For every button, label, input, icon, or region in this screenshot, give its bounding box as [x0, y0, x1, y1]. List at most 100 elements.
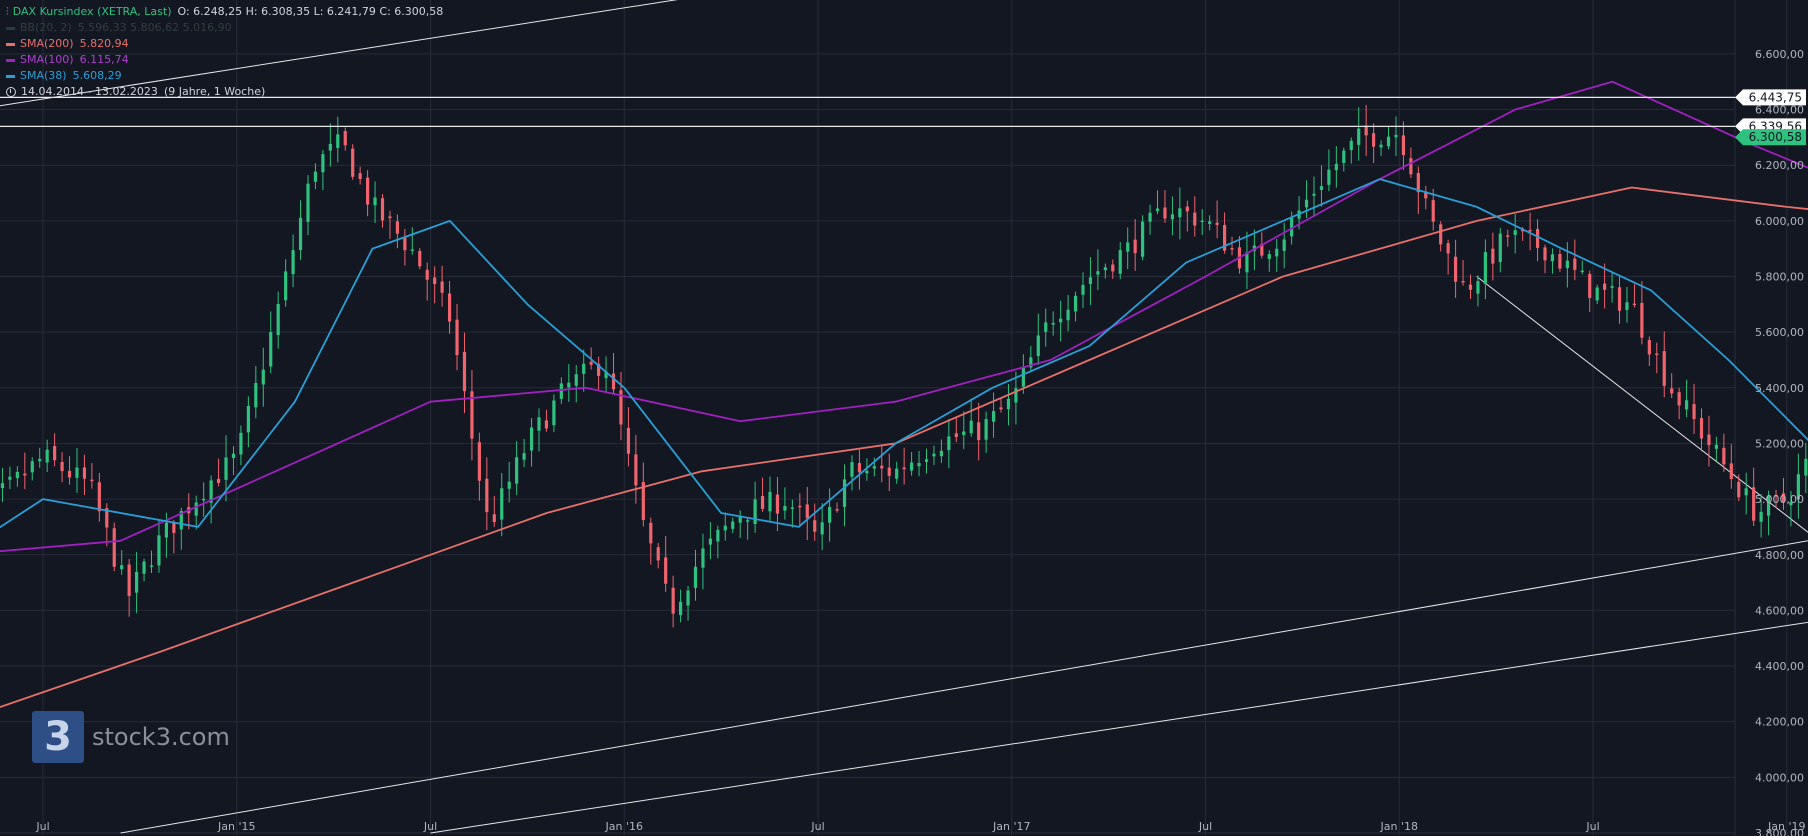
candle-body: [768, 491, 772, 512]
y-tick-label: 6.000,00: [1755, 215, 1804, 228]
candle-body: [947, 436, 951, 451]
indicator-label: SMA(200): [20, 37, 74, 50]
candle-body: [1141, 221, 1145, 257]
candle-body: [1677, 392, 1681, 406]
legend-item-sma100[interactable]: SMA(100) 6.115,74: [6, 52, 443, 68]
candle-body: [1796, 474, 1800, 500]
candle-body: [500, 488, 504, 520]
candle-body: [60, 462, 64, 472]
candle-body: [1707, 434, 1711, 446]
candle-body: [1468, 284, 1473, 290]
candle-body: [559, 383, 563, 399]
candle-body: [1766, 495, 1771, 516]
candle-body: [1588, 273, 1592, 298]
candle-body: [1319, 186, 1324, 190]
candle-body: [716, 529, 720, 542]
y-tick-label: 5.200,00: [1755, 437, 1804, 450]
candle-body: [30, 461, 34, 473]
x-tick-label: Jan '15: [217, 820, 255, 833]
candle-body: [306, 183, 310, 222]
candle-body: [701, 548, 705, 568]
candle-body: [1744, 488, 1748, 496]
clock-icon: [6, 87, 16, 97]
candle-body: [1051, 322, 1055, 325]
candle-body: [1729, 463, 1733, 480]
logo-name: stock3.com: [92, 723, 230, 751]
candle-body: [1491, 248, 1495, 264]
candle-body: [1528, 229, 1532, 232]
candle-body: [1521, 229, 1525, 232]
candle-body: [708, 538, 712, 545]
candle-body: [134, 571, 139, 593]
candle-body: [23, 473, 27, 476]
candle-body: [194, 502, 198, 516]
candle-body: [120, 565, 124, 570]
candle-body: [1550, 254, 1555, 262]
candle-body: [1312, 193, 1316, 196]
indicator-value: 5.596,33 5.806,62 5.016,90: [77, 21, 232, 34]
candle-body: [1155, 208, 1160, 212]
candle-body: [1498, 233, 1502, 262]
candle-body: [924, 459, 929, 462]
candle-body: [380, 198, 385, 221]
legend-item-sma38[interactable]: SMA(38) 5.608,29: [6, 68, 443, 84]
candle-body: [909, 462, 914, 471]
x-tick-label: Jul: [423, 820, 437, 833]
candle-body: [783, 506, 787, 511]
candle-body: [1535, 229, 1540, 248]
candle-body: [425, 269, 429, 280]
candle-body: [216, 478, 221, 483]
legend-item-sma200[interactable]: SMA(200) 5.820,94: [6, 36, 443, 52]
moving-averages: [0, 80, 1808, 709]
candle-body: [455, 319, 459, 356]
candle-body: [388, 216, 392, 219]
candle-body: [1133, 239, 1137, 254]
candle-body: [1193, 212, 1197, 226]
candle-body: [999, 407, 1003, 410]
candle-body: [1342, 150, 1346, 163]
candle-body: [1245, 252, 1249, 273]
candle-body: [917, 463, 921, 467]
legend-item-bb[interactable]: BB(20, 2) 5.596,33 5.806,62 5.016,90: [6, 20, 443, 36]
sma200-line: [0, 186, 1808, 709]
candle-body: [477, 442, 481, 481]
x-tick-label: Jul: [35, 820, 49, 833]
candle-body: [1774, 494, 1778, 497]
x-tick-label: Jan '16: [605, 820, 643, 833]
candle-body: [1640, 303, 1644, 338]
candle-body: [1044, 322, 1048, 332]
candle-body: [842, 479, 847, 507]
candle-body: [611, 373, 616, 390]
candle-icon: ⫶: [6, 5, 9, 18]
candle-body: [321, 154, 325, 173]
y-tick-label: 4.600,00: [1755, 604, 1804, 617]
candle-body: [1804, 458, 1808, 476]
legend-date-range[interactable]: 14.04.2014 - 13.02.2023 (9 Jahre, 1 Woch…: [6, 84, 443, 100]
candle-body: [1081, 284, 1085, 295]
candle-body: [731, 521, 735, 529]
candle-body: [641, 482, 645, 520]
candle-body: [1431, 200, 1435, 222]
candle-body: [1647, 340, 1651, 355]
candle-body: [895, 468, 899, 479]
candle-body: [492, 514, 496, 523]
x-tick-label: Jul: [1585, 820, 1599, 833]
candle-body: [932, 453, 936, 457]
candle-body: [902, 467, 906, 470]
candle-body: [813, 520, 817, 532]
x-tick-label: Jul: [810, 820, 824, 833]
candle-body: [433, 277, 437, 284]
candle-body: [746, 520, 750, 522]
candle-body: [835, 509, 839, 511]
candle-body: [172, 522, 176, 533]
candle-body: [604, 371, 608, 379]
y-tick-label: 6.400,00: [1755, 104, 1804, 117]
trend-line: [1476, 276, 1808, 533]
candle-body: [1334, 163, 1338, 171]
candle-body: [753, 499, 757, 525]
candle-body: [269, 332, 273, 367]
candle-body: [1603, 283, 1607, 290]
candle-body: [254, 382, 258, 408]
